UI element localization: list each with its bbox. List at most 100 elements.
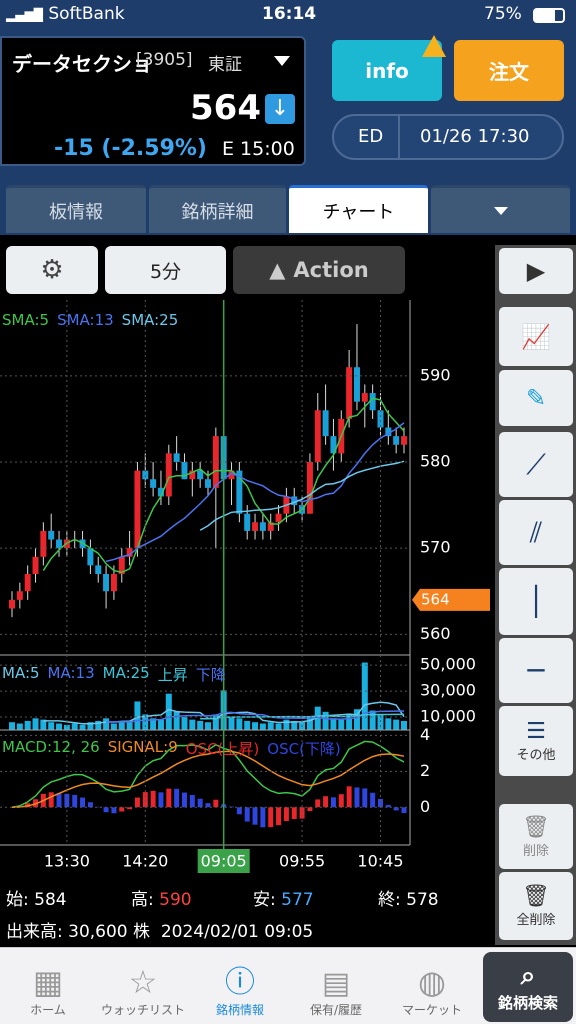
osc-bar bbox=[291, 807, 297, 820]
vline-tool[interactable]: │ bbox=[499, 568, 573, 635]
nav-item[interactable]: ◍ マーケット bbox=[401, 963, 462, 1017]
osc-bar bbox=[283, 807, 289, 821]
date-value: 01/26 17:30 bbox=[420, 126, 530, 147]
delete-tool[interactable]: 🗑 削除 bbox=[499, 804, 573, 869]
nav-item-active[interactable]: ⓘ 銘柄情報 bbox=[215, 965, 264, 1017]
osc-bar bbox=[189, 794, 195, 808]
osc-bar bbox=[276, 807, 282, 826]
volume-bar bbox=[267, 722, 274, 730]
low-label: 安: bbox=[253, 890, 276, 910]
order-button[interactable]: 注文 bbox=[454, 40, 564, 101]
candle-body bbox=[126, 548, 133, 557]
candle-body bbox=[189, 470, 196, 480]
collapse-button[interactable]: ▶ bbox=[499, 248, 573, 294]
settings-button[interactable]: ⚙ bbox=[6, 246, 98, 294]
dropdown-arrow[interactable] bbox=[274, 56, 290, 66]
candle-body bbox=[134, 470, 141, 549]
candle-body bbox=[322, 410, 329, 437]
y-tick-label: 590 bbox=[420, 365, 451, 384]
line-tool[interactable]: ⟋ bbox=[499, 432, 573, 497]
nav-item[interactable]: ☆ ウォッチリスト bbox=[100, 963, 185, 1017]
stock-code: [3905] bbox=[136, 50, 193, 70]
volume-bar bbox=[322, 711, 329, 730]
legend-entry: SMA:25 bbox=[121, 311, 179, 329]
volume-bar bbox=[63, 724, 70, 730]
candle-body bbox=[259, 522, 266, 531]
more-tool[interactable]: ☰ その他 bbox=[499, 706, 573, 776]
close-label: 終: bbox=[378, 890, 401, 910]
volume-bar bbox=[165, 693, 172, 730]
candle-body bbox=[157, 487, 164, 497]
delete-all-tool[interactable]: 🗑 全削除 bbox=[499, 872, 573, 940]
tab[interactable]: 銘柄詳細 bbox=[149, 185, 286, 233]
volume-bar bbox=[197, 720, 204, 730]
candle-body bbox=[87, 548, 94, 566]
osc-bar bbox=[166, 788, 172, 808]
volume-bar bbox=[134, 701, 141, 730]
nav-item[interactable]: ▦ ホーム bbox=[30, 963, 66, 1017]
volume-bar bbox=[346, 714, 353, 730]
candle-body bbox=[16, 591, 23, 600]
volume-bar bbox=[16, 723, 23, 730]
osc-bar bbox=[354, 787, 360, 808]
high-label: 高: bbox=[131, 890, 154, 910]
nav-item[interactable]: ▤ 保有/履歴 bbox=[309, 966, 363, 1017]
y-tick-label: 2 bbox=[420, 761, 430, 780]
candle-body bbox=[401, 436, 407, 445]
volume-bar bbox=[157, 719, 164, 730]
volume-bar bbox=[306, 717, 313, 730]
tab[interactable]: 板情報 bbox=[6, 185, 146, 233]
price-panel bbox=[9, 324, 407, 618]
volume-bar bbox=[24, 720, 31, 730]
osc-bar bbox=[87, 802, 93, 808]
open-label: 始: bbox=[6, 890, 29, 910]
clock: 16:14 bbox=[262, 4, 317, 24]
more-icon: ☰ bbox=[526, 719, 546, 744]
osc-bar bbox=[362, 788, 368, 808]
stock-chart: 560 570 580 590 10,000 30,000 50,000 0 2 4 13:30 14… bbox=[0, 300, 490, 873]
volume-bar bbox=[118, 722, 125, 730]
osc-bar bbox=[127, 807, 133, 810]
tab-more[interactable] bbox=[431, 185, 570, 233]
y-tick-label: 570 bbox=[420, 538, 451, 557]
stock-name[interactable]: データセクショ bbox=[12, 52, 152, 76]
indicator-tool[interactable]: 📈 bbox=[499, 307, 573, 366]
osc-bar bbox=[307, 807, 313, 812]
osc-bar bbox=[181, 792, 187, 808]
y-tick-label: 580 bbox=[420, 451, 451, 470]
hline-tool[interactable]: ─ bbox=[499, 638, 573, 703]
volume-bar bbox=[56, 723, 63, 730]
channel-tool[interactable]: ⫽ bbox=[499, 500, 573, 565]
interval-button[interactable]: 5分 bbox=[105, 246, 226, 294]
volume-row: 出来高: 30,600 株 2024/02/01 09:05 bbox=[6, 917, 313, 942]
legend-entry: OSC(上昇) bbox=[185, 740, 260, 758]
legend-entry: SMA:13 bbox=[57, 311, 114, 329]
osc-bar bbox=[80, 797, 86, 808]
volume-legend: MA:5 MA:13 MA:25 上昇 下降 bbox=[2, 664, 226, 685]
price: 564 bbox=[190, 88, 261, 128]
candle-body bbox=[244, 513, 251, 531]
legend-entry: SMA:5 bbox=[2, 311, 50, 329]
price-tag bbox=[412, 588, 490, 611]
volume-bar bbox=[48, 722, 55, 730]
delete-label: 削除 bbox=[522, 843, 549, 859]
candle-body bbox=[48, 530, 55, 540]
volume-bar bbox=[338, 719, 345, 730]
volume-bar bbox=[291, 720, 298, 730]
action-button[interactable]: ▲ Action bbox=[233, 246, 405, 294]
volume-bar bbox=[252, 722, 259, 730]
tab-active[interactable]: チャート bbox=[289, 185, 428, 233]
candle-body bbox=[369, 393, 376, 411]
candle-body bbox=[252, 522, 259, 531]
candle-body bbox=[142, 470, 149, 480]
osc-bar bbox=[72, 794, 78, 808]
osc-bar bbox=[346, 786, 352, 808]
draw-tool[interactable]: ✎ bbox=[499, 370, 573, 426]
delete-icon: 🗑 bbox=[522, 814, 550, 840]
x-tick-label: 10:45 bbox=[357, 852, 403, 871]
volume-bar bbox=[401, 720, 407, 730]
volume-bar bbox=[181, 717, 188, 730]
search-button[interactable]: ⌕ 銘柄検索 bbox=[483, 952, 573, 1022]
candle-body bbox=[103, 574, 110, 592]
osc-bar bbox=[48, 792, 54, 808]
